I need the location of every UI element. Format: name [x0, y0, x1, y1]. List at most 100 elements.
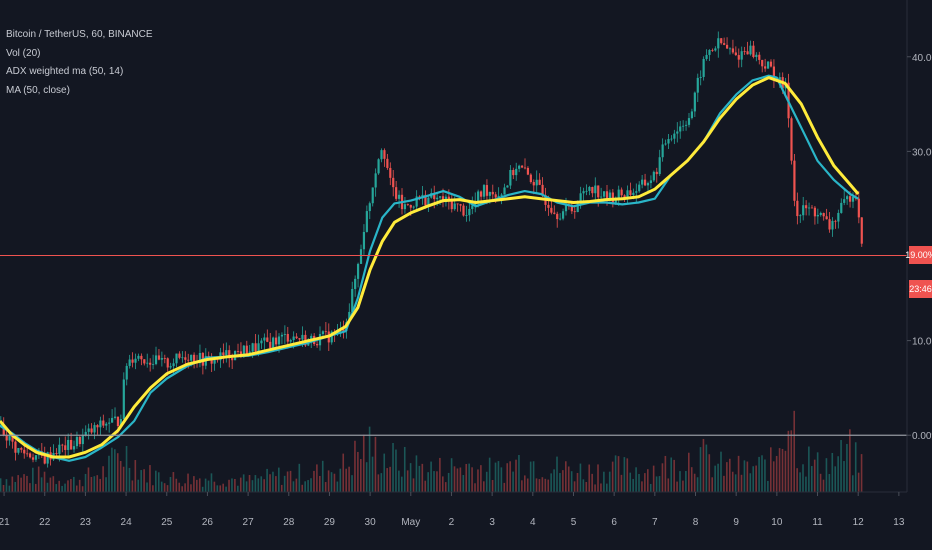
candle-body: [140, 355, 143, 360]
candle-body: [17, 448, 20, 453]
candle-body: [251, 343, 254, 352]
candle-body: [635, 191, 638, 193]
volume-bar: [597, 464, 599, 492]
volume-bar: [204, 478, 207, 492]
volume-bar: [822, 479, 825, 492]
volume-bar: [149, 465, 151, 492]
candle-body: [222, 352, 225, 356]
candle-body: [518, 165, 521, 169]
candle-body: [532, 182, 535, 186]
volume-bar: [433, 471, 435, 492]
volume-bar: [685, 471, 687, 492]
volume-bar: [503, 482, 506, 492]
candle-body: [374, 173, 377, 188]
volume-bar: [764, 459, 766, 492]
candle-body: [415, 196, 418, 207]
x-tick-label: 28: [283, 517, 295, 528]
volume-bar: [638, 473, 640, 492]
candle-body: [26, 453, 29, 455]
volume-bar: [810, 466, 813, 492]
candle-body: [137, 355, 140, 359]
volume-bar: [181, 486, 183, 492]
volume-bar: [339, 468, 342, 492]
candle-body: [547, 204, 550, 208]
candle-body: [834, 220, 837, 222]
volume-bar: [550, 473, 552, 492]
candle-body: [55, 453, 58, 454]
legend-symbol[interactable]: Bitcoin / TetherUS, 60, BINANCE: [6, 29, 153, 40]
candle-body: [64, 445, 67, 450]
candle-body: [87, 428, 90, 432]
volume-bar: [576, 472, 579, 492]
candle-body: [720, 38, 723, 44]
volume-bar: [37, 466, 40, 492]
candle-body: [500, 194, 503, 196]
candle-body: [805, 205, 808, 209]
candle-body: [354, 278, 357, 289]
candle-body: [485, 185, 489, 196]
volume-bar: [283, 475, 286, 492]
x-tick-label: 13: [893, 517, 905, 528]
candle-body: [283, 333, 286, 335]
volume-bar: [834, 466, 837, 492]
x-tick-label: 27: [243, 517, 255, 528]
volume-bar: [67, 480, 69, 492]
candle-body: [75, 436, 79, 447]
candle-body: [673, 133, 676, 139]
legend-ma[interactable]: MA (50, close): [6, 84, 70, 96]
volume-bar: [377, 474, 380, 492]
volume-bar: [582, 479, 585, 492]
volume-bar: [541, 477, 544, 492]
candle-body: [728, 48, 732, 50]
candle-body: [438, 196, 442, 198]
legend-volume[interactable]: Vol (20): [6, 47, 41, 59]
volume-bar: [169, 476, 172, 492]
volume-bar: [289, 470, 292, 492]
volume-bar: [172, 472, 175, 492]
candle-body: [269, 341, 272, 349]
x-tick-label: 26: [202, 517, 214, 528]
candle-body: [605, 191, 609, 201]
ma-line[interactable]: [0, 74, 859, 462]
candle-body: [175, 353, 178, 364]
candle-body: [620, 189, 623, 196]
volume-bar: [611, 461, 614, 492]
volume-bar: [544, 478, 547, 492]
candle-body: [579, 193, 582, 203]
volume-bar: [731, 471, 734, 492]
volume-bar: [155, 470, 157, 492]
candle-body: [734, 52, 737, 56]
volume-bar: [219, 485, 222, 492]
volume-bar: [767, 480, 769, 492]
countdown-tag: 23:46: [909, 280, 932, 299]
volume-bar: [430, 461, 432, 492]
volume-bar: [70, 478, 72, 492]
candle-body: [822, 213, 825, 217]
candle-body: [348, 311, 351, 323]
volume-bar: [11, 476, 14, 492]
volume-bar: [93, 476, 96, 492]
volume-bar: [365, 462, 368, 492]
candle-body: [105, 423, 108, 426]
x-tick-label: 23: [80, 517, 92, 528]
volume-bar: [778, 448, 781, 492]
candle-body: [266, 337, 269, 342]
candle-body: [292, 336, 295, 341]
candle-body: [591, 186, 594, 194]
volume-bar: [682, 480, 684, 492]
volume-bar: [336, 481, 339, 492]
x-tick-label: 6: [611, 517, 617, 528]
candle-body: [843, 199, 846, 203]
adx-weighted-ma-line[interactable]: [0, 76, 860, 459]
candle-body: [535, 179, 538, 186]
candle-body: [295, 336, 298, 339]
candle-body: [655, 171, 658, 175]
volume-bar: [714, 465, 716, 492]
legend-adx[interactable]: ADX weighted ma (50, 14): [6, 66, 124, 77]
volume-bar: [64, 483, 66, 492]
volume-bar: [594, 484, 596, 492]
volume-bar: [509, 461, 511, 492]
volume-bar: [266, 468, 268, 492]
candle-body: [383, 150, 386, 159]
